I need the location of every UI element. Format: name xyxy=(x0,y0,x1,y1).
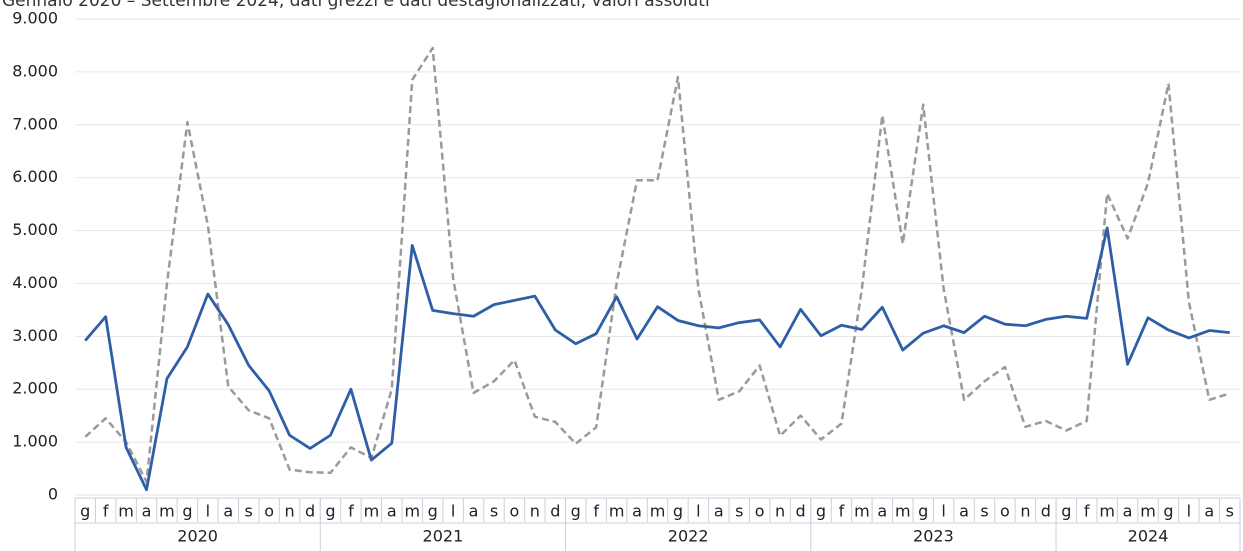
year-label: 2022 xyxy=(668,527,709,546)
x-tick-label: l xyxy=(696,502,700,521)
x-tick-label: f xyxy=(593,502,599,521)
y-tick-label: 9.000 xyxy=(12,9,58,28)
x-tick-label: m xyxy=(364,502,380,521)
x-tick-label: s xyxy=(735,502,743,521)
y-tick-label: 6.000 xyxy=(12,167,58,186)
x-tick-label: m xyxy=(118,502,134,521)
x-tick-label: f xyxy=(103,502,109,521)
chart-title: Gennaio 2020 – Settembre 2024, dati grez… xyxy=(2,0,710,11)
x-tick-label: a xyxy=(959,502,969,521)
x-tick-label: a xyxy=(877,502,887,521)
x-tick-label: l xyxy=(451,502,455,521)
x-tick-label: d xyxy=(795,502,805,521)
series-line xyxy=(84,46,1231,484)
year-label: 2021 xyxy=(423,527,464,546)
x-tick-label: s xyxy=(980,502,988,521)
x-tick-label: f xyxy=(348,502,354,521)
y-tick-label: 4.000 xyxy=(12,273,58,292)
x-tick-label: a xyxy=(142,502,152,521)
x-tick-label: g xyxy=(918,502,928,521)
x-tick-label: a xyxy=(632,502,642,521)
x-tick-label: n xyxy=(285,502,295,521)
x-tick-label: m xyxy=(895,502,911,521)
x-tick-label: s xyxy=(1226,502,1234,521)
x-tick-label: g xyxy=(1163,502,1173,521)
x-tick-label: a xyxy=(1123,502,1133,521)
x-tick-label: m xyxy=(1140,502,1156,521)
x-tick-label: o xyxy=(1000,502,1010,521)
x-tick-label: d xyxy=(305,502,315,521)
x-tick-label: g xyxy=(673,502,683,521)
x-tick-label: a xyxy=(223,502,233,521)
x-tick-label: l xyxy=(1187,502,1191,521)
x-tick-label: m xyxy=(650,502,666,521)
y-tick-label: 2.000 xyxy=(12,379,58,398)
y-tick-label: 0 xyxy=(48,485,58,504)
x-tick-label: m xyxy=(609,502,625,521)
x-tick-label: a xyxy=(387,502,397,521)
x-tick-label: d xyxy=(1041,502,1051,521)
year-label: 2024 xyxy=(1128,527,1169,546)
x-tick-label: g xyxy=(571,502,581,521)
x-tick-label: o xyxy=(755,502,765,521)
x-tick-label: n xyxy=(1020,502,1030,521)
x-tick-label: n xyxy=(775,502,785,521)
x-tick-label: f xyxy=(1084,502,1090,521)
x-tick-label: l xyxy=(206,502,210,521)
y-tick-label: 3.000 xyxy=(12,326,58,345)
x-tick-label: m xyxy=(404,502,420,521)
x-tick-label: m xyxy=(159,502,175,521)
year-label: 2020 xyxy=(177,527,218,546)
x-tick-label: a xyxy=(1204,502,1214,521)
x-tick-label: m xyxy=(854,502,870,521)
x-tick-label: g xyxy=(80,502,90,521)
x-tick-label: f xyxy=(839,502,845,521)
x-tick-label: g xyxy=(182,502,192,521)
x-tick-label: d xyxy=(550,502,560,521)
x-tick-label: o xyxy=(510,502,520,521)
x-tick-label: l xyxy=(941,502,945,521)
x-tick-label: g xyxy=(1061,502,1071,521)
series-line xyxy=(84,226,1230,492)
y-tick-label: 1.000 xyxy=(12,432,58,451)
x-tick-label: g xyxy=(816,502,826,521)
x-tick-label: g xyxy=(325,502,335,521)
x-tick-label: g xyxy=(428,502,438,521)
x-tick-label: n xyxy=(530,502,540,521)
year-label: 2023 xyxy=(913,527,954,546)
x-tick-label: m xyxy=(1099,502,1115,521)
y-tick-label: 7.000 xyxy=(12,114,58,133)
y-tick-label: 5.000 xyxy=(12,220,58,239)
x-tick-label: s xyxy=(245,502,253,521)
x-tick-label: o xyxy=(264,502,274,521)
y-tick-label: 8.000 xyxy=(12,61,58,80)
x-tick-label: s xyxy=(490,502,498,521)
x-tick-label: a xyxy=(469,502,479,521)
x-tick-label: a xyxy=(714,502,724,521)
